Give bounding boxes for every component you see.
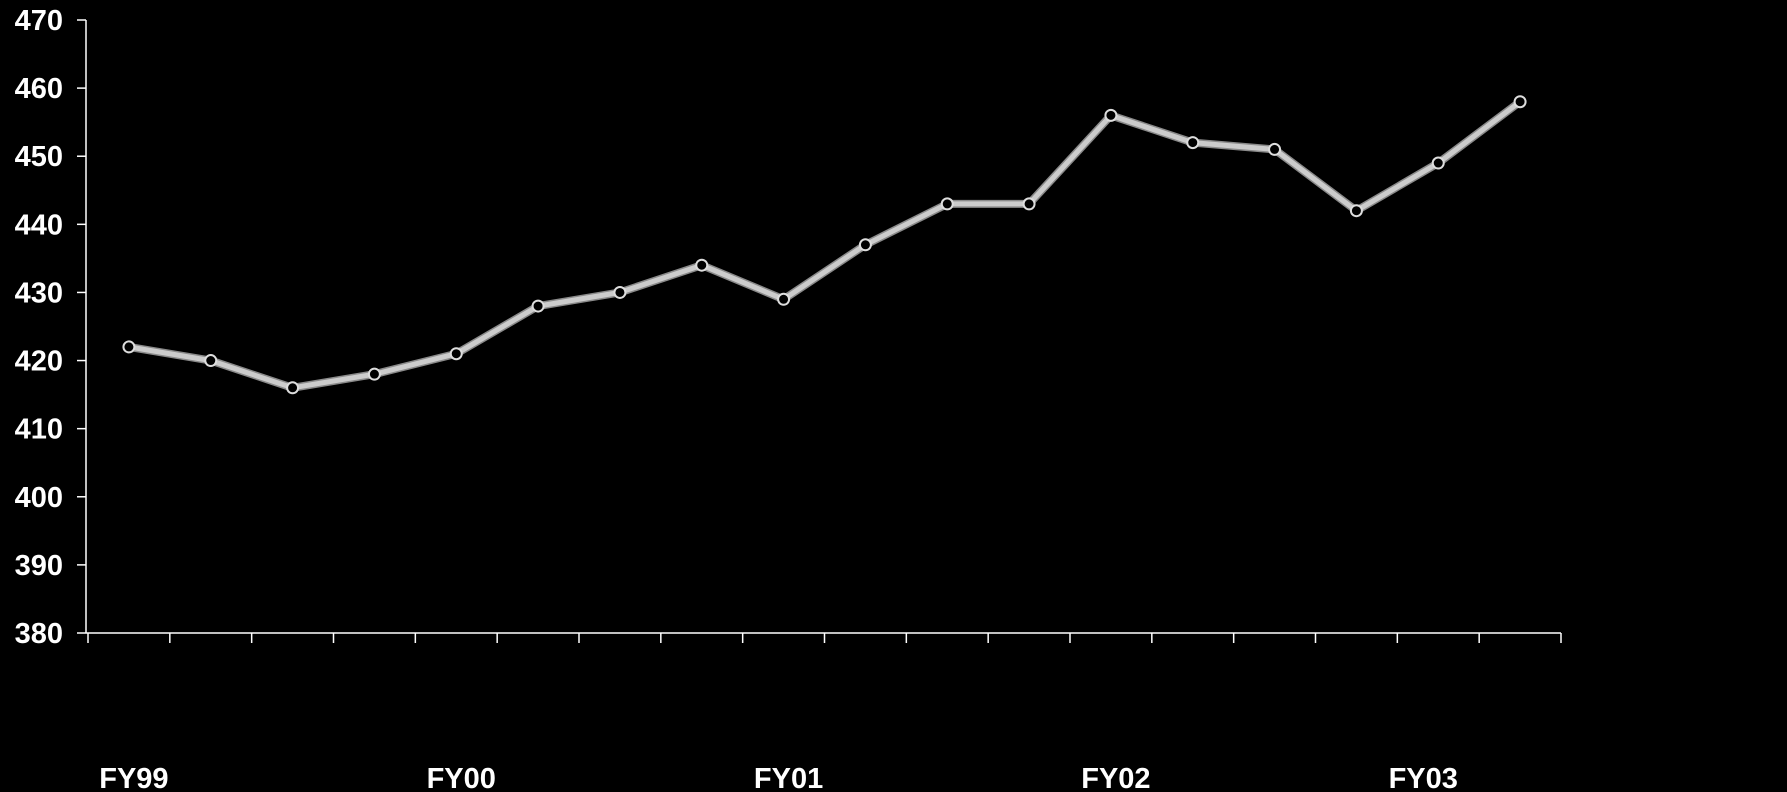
x-tick-label: FY01 bbox=[754, 763, 823, 792]
y-tick-label: 440 bbox=[15, 209, 63, 241]
y-tick-label: 380 bbox=[15, 618, 63, 650]
data-point bbox=[367, 367, 381, 381]
y-tick-label: 400 bbox=[15, 482, 63, 514]
x-tick-label: FY00 bbox=[427, 763, 496, 792]
series-line-shadow bbox=[128, 98, 1523, 392]
y-tick-label: 470 bbox=[15, 5, 63, 37]
y-tick-label: 430 bbox=[15, 277, 63, 309]
series-group bbox=[122, 95, 1527, 395]
data-point bbox=[531, 299, 545, 313]
data-point bbox=[940, 197, 954, 211]
y-tick-label: 390 bbox=[15, 550, 63, 582]
y-tick-label: 420 bbox=[15, 346, 63, 378]
data-point bbox=[1513, 95, 1527, 109]
y-tick-label: 410 bbox=[15, 414, 63, 446]
data-point bbox=[1104, 108, 1118, 122]
data-point bbox=[449, 347, 463, 361]
data-point bbox=[1022, 197, 1036, 211]
data-point bbox=[1349, 204, 1363, 218]
y-tick-label: 460 bbox=[15, 73, 63, 105]
data-point bbox=[286, 381, 300, 395]
data-point bbox=[777, 292, 791, 306]
x-axis-labels: FY99 FY00 FY01 FY02 FY03 bbox=[99, 763, 1458, 792]
data-point bbox=[695, 258, 709, 272]
data-point bbox=[1268, 142, 1282, 156]
axes bbox=[77, 19, 1562, 643]
y-tick-label: 450 bbox=[15, 141, 63, 173]
series-line bbox=[128, 99, 1522, 391]
x-tick-label: FY99 bbox=[99, 763, 168, 792]
x-tick-label: FY03 bbox=[1389, 763, 1458, 792]
data-point bbox=[1186, 136, 1200, 150]
x-tick-label: FY02 bbox=[1081, 763, 1150, 792]
y-axis-labels: 380 390 400 410 420 430 440 450 460 470 bbox=[15, 5, 63, 650]
data-point bbox=[122, 340, 136, 354]
data-point bbox=[1431, 156, 1445, 170]
data-point bbox=[613, 285, 627, 299]
data-point bbox=[204, 354, 218, 368]
data-point bbox=[858, 238, 872, 252]
